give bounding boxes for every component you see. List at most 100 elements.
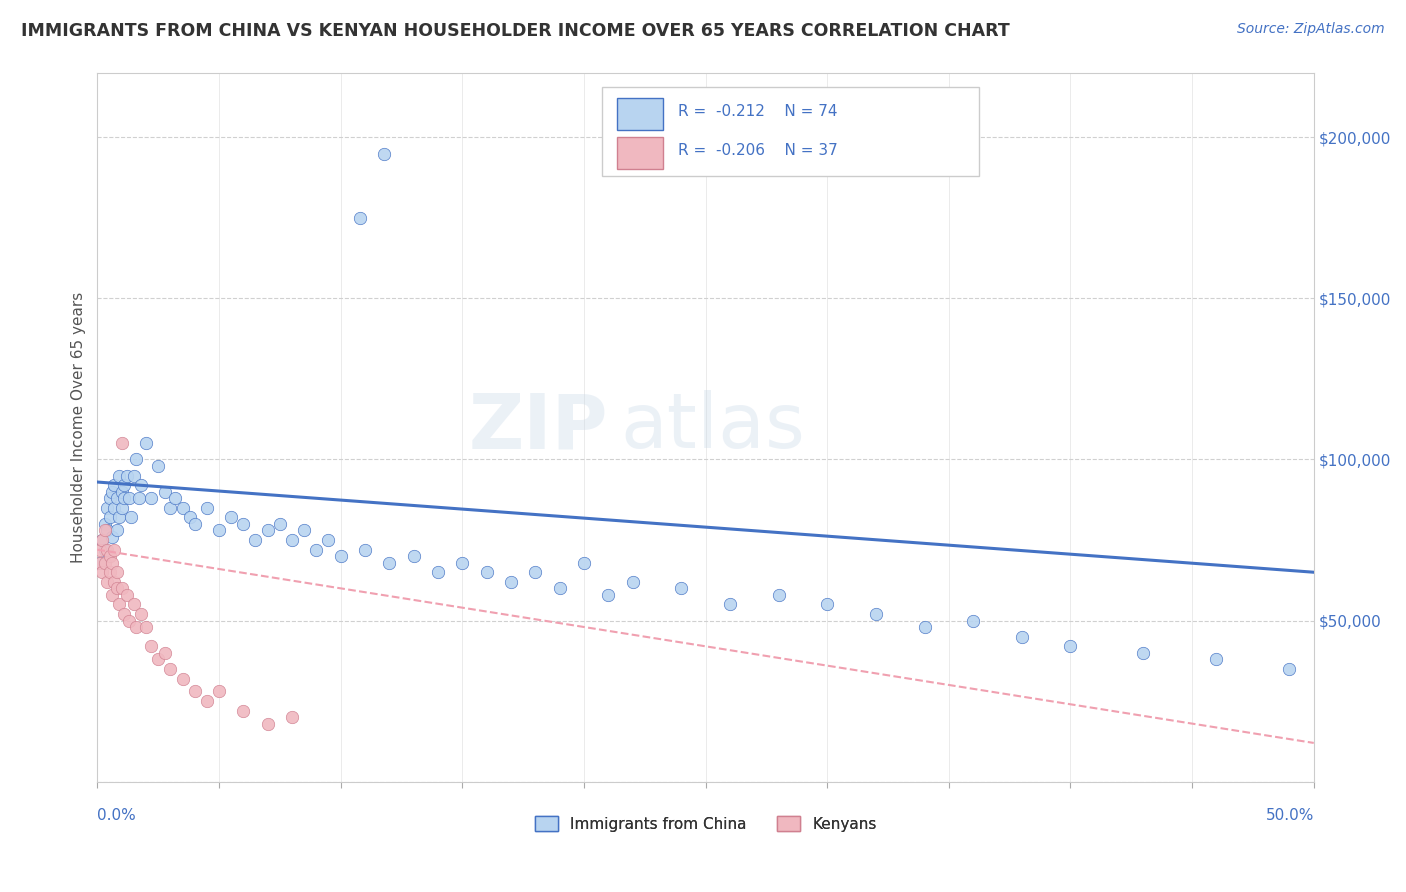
Point [115, 588, 138, 602]
Y-axis label: Householder Income Over 65 years: Householder Income Over 65 years [72, 292, 86, 563]
Point [349, 211, 371, 225]
Point [305, 542, 328, 557]
Point [139, 491, 162, 505]
Point [373, 146, 395, 161]
Point [671, 582, 693, 596]
Point [91, 533, 114, 547]
Point [93, 542, 115, 557]
Point [232, 516, 254, 531]
Point [129, 478, 152, 492]
Point [768, 588, 790, 602]
Bar [617, 136, 664, 169]
Point [179, 510, 201, 524]
Point [256, 524, 278, 538]
Point [524, 566, 547, 580]
Text: 50.0%: 50.0% [1265, 808, 1313, 823]
Point [108, 510, 131, 524]
Point [91, 533, 114, 547]
Point [146, 652, 169, 666]
Point [329, 549, 352, 563]
Point [128, 491, 150, 505]
Point [1059, 640, 1081, 654]
Point [89, 556, 111, 570]
Point [155, 646, 177, 660]
Point [118, 491, 141, 505]
Point [165, 491, 187, 505]
Point [101, 588, 124, 602]
Point [111, 582, 134, 596]
Point [98, 549, 121, 563]
Point [96, 574, 118, 589]
Point [172, 672, 194, 686]
Point [572, 556, 595, 570]
Text: atlas: atlas [620, 391, 806, 464]
Point [120, 510, 142, 524]
Point [112, 491, 135, 505]
Point [1205, 652, 1227, 666]
Point [111, 484, 134, 499]
Point [281, 710, 304, 724]
Point [256, 716, 278, 731]
Point [195, 694, 218, 708]
Point [172, 500, 194, 515]
Point [122, 598, 145, 612]
Point [183, 684, 205, 698]
Point [475, 566, 498, 580]
Point [815, 598, 838, 612]
Point [108, 598, 131, 612]
Bar [602, 87, 979, 176]
Point [292, 524, 315, 538]
Point [101, 484, 124, 499]
Point [105, 582, 128, 596]
Point [548, 582, 571, 596]
Point [155, 484, 177, 499]
Point [378, 556, 401, 570]
Text: IMMIGRANTS FROM CHINA VS KENYAN HOUSEHOLDER INCOME OVER 65 YEARS CORRELATION CHA: IMMIGRANTS FROM CHINA VS KENYAN HOUSEHOL… [21, 22, 1010, 40]
Point [135, 436, 157, 450]
Text: R =  -0.206    N = 37: R = -0.206 N = 37 [678, 144, 838, 159]
Point [96, 542, 118, 557]
Point [208, 524, 231, 538]
Point [135, 620, 157, 634]
Point [245, 533, 267, 547]
Point [125, 452, 148, 467]
Point [108, 468, 131, 483]
Point [89, 556, 111, 570]
Point [354, 542, 377, 557]
Point [101, 530, 124, 544]
Bar [617, 98, 664, 129]
Point [103, 500, 125, 515]
Legend: Immigrants from China, Kenyans: Immigrants from China, Kenyans [529, 810, 883, 838]
Point [621, 574, 644, 589]
Point [122, 468, 145, 483]
Text: R =  -0.212    N = 74: R = -0.212 N = 74 [678, 104, 837, 120]
Point [598, 588, 620, 602]
Point [112, 607, 135, 621]
Text: 0.0%: 0.0% [97, 808, 136, 823]
Point [115, 468, 138, 483]
Point [318, 533, 340, 547]
Point [103, 478, 125, 492]
Point [89, 542, 111, 557]
Point [111, 500, 134, 515]
Point [159, 662, 181, 676]
Point [1278, 662, 1301, 676]
Point [129, 607, 152, 621]
Point [93, 524, 115, 538]
Point [93, 516, 115, 531]
Text: ZIP: ZIP [468, 391, 609, 464]
Point [103, 542, 125, 557]
Point [159, 500, 181, 515]
Point [451, 556, 474, 570]
Point [105, 491, 128, 505]
Point [402, 549, 425, 563]
Point [101, 556, 124, 570]
Point [111, 436, 134, 450]
Point [139, 640, 162, 654]
Point [103, 574, 125, 589]
Point [125, 620, 148, 634]
Point [105, 566, 128, 580]
Point [105, 524, 128, 538]
Point [93, 556, 115, 570]
Point [98, 491, 121, 505]
